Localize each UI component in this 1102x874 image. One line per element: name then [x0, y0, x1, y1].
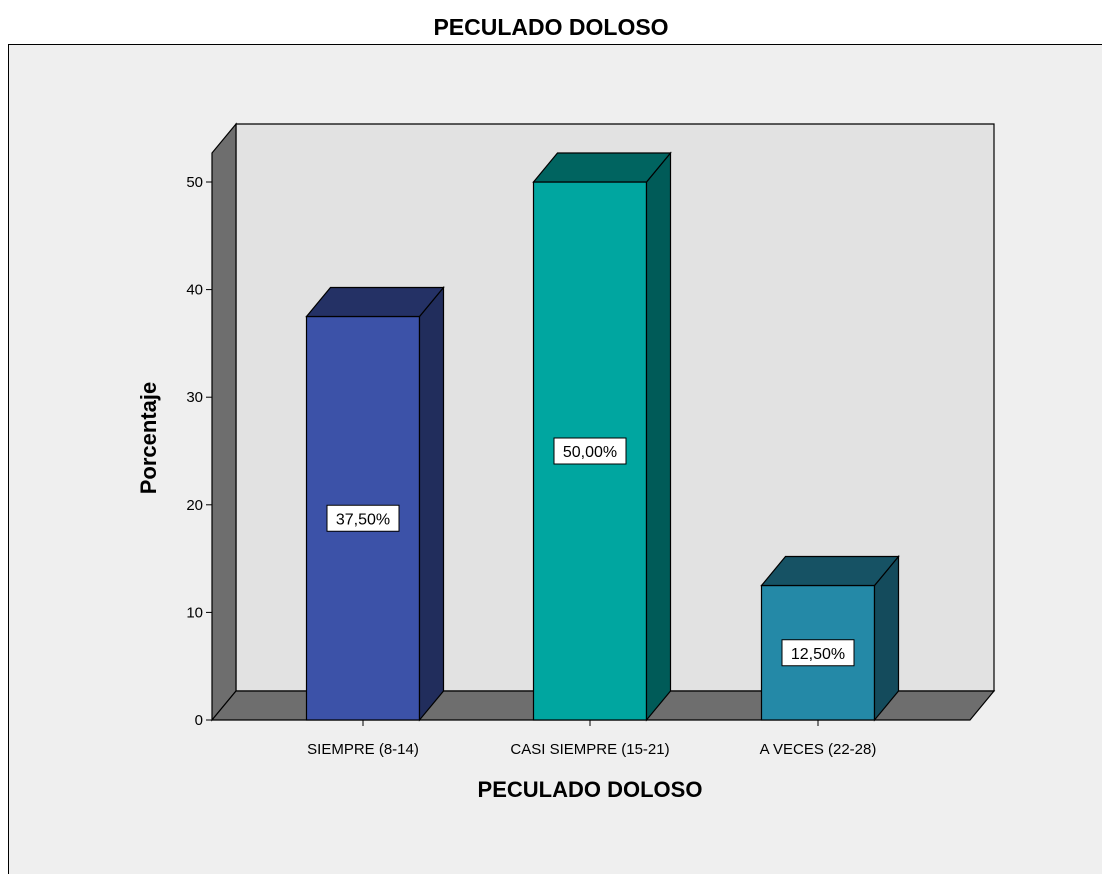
- y-tick-label: 20: [186, 497, 203, 514]
- bar-side: [418, 285, 445, 722]
- data-label: 12,50%: [791, 646, 845, 663]
- bar-top: [760, 555, 900, 587]
- x-axis-title: PECULADO DOLOSO: [478, 777, 703, 802]
- bar-top: [305, 286, 445, 318]
- bar-top: [532, 152, 672, 183]
- plot-left-wall: [211, 122, 237, 722]
- y-tick-label: 0: [195, 712, 203, 729]
- data-label-box: [781, 639, 855, 667]
- bar-side: [645, 151, 672, 722]
- y-tick-label: 30: [186, 389, 203, 406]
- y-axis-title: Porcentaje: [136, 382, 161, 495]
- data-label: 37,50%: [336, 511, 390, 528]
- data-label: 50,00%: [563, 444, 617, 461]
- x-tick-label: SIEMPRE (8-14): [307, 741, 419, 758]
- chart-title: PECULADO DOLOSO: [433, 14, 669, 40]
- x-tick-label: CASI SIEMPRE (15-21): [510, 741, 669, 758]
- x-tick-label: A VECES (22-28): [760, 741, 877, 758]
- data-label-box: [553, 437, 627, 465]
- y-tick-label: 40: [186, 282, 203, 299]
- data-label-box: [326, 504, 400, 532]
- y-tick-label: 10: [186, 604, 203, 621]
- y-tick-label: 50: [186, 174, 203, 191]
